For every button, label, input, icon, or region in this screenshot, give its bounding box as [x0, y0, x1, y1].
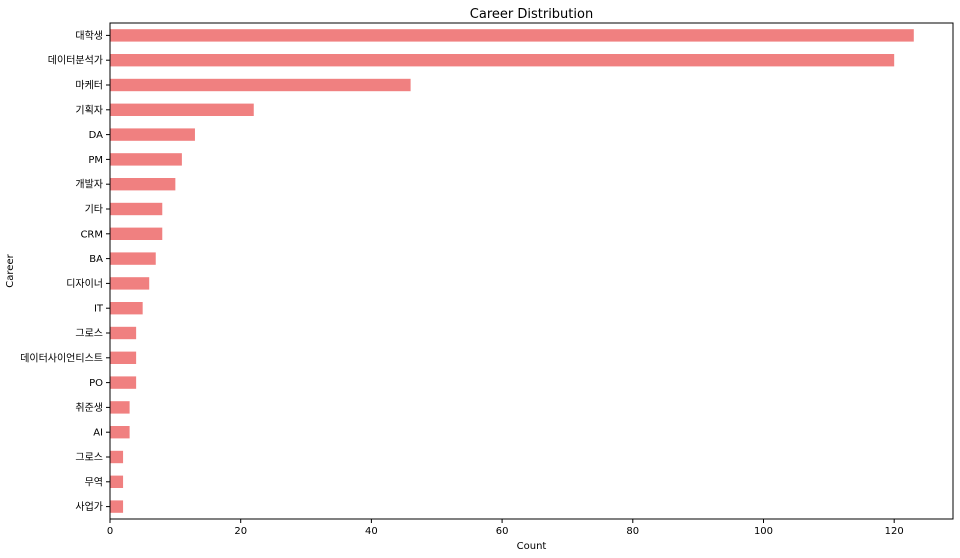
- y-tick-label: 무역: [85, 476, 103, 488]
- bar: [110, 178, 176, 191]
- x-tick-label: 0: [107, 526, 113, 537]
- x-tick-label: 100: [754, 526, 773, 537]
- bar: [110, 376, 137, 389]
- y-tick-label: 데이터분석가: [48, 55, 103, 67]
- bar: [110, 475, 124, 488]
- bar: [110, 153, 182, 166]
- bar: [110, 500, 124, 513]
- chart-title: Career Distribution: [470, 7, 593, 22]
- y-tick-label: 마케터: [75, 80, 103, 92]
- bar: [110, 326, 137, 340]
- plot-frame: [109, 22, 954, 520]
- bar: [110, 128, 195, 141]
- y-tick-label: 그로스: [75, 452, 103, 464]
- bar: [110, 29, 914, 42]
- x-tick-label: 40: [365, 526, 378, 537]
- x-axis-label: Count: [517, 541, 547, 552]
- bar: [110, 227, 163, 240]
- y-tick-label: 사업가: [75, 500, 103, 513]
- y-tick-label: CRM: [80, 229, 103, 240]
- x-tick-label: 20: [234, 526, 247, 537]
- y-tick-label: 개발자: [75, 179, 103, 191]
- bar: [110, 302, 143, 315]
- y-tick-label: 디자이너: [66, 278, 103, 290]
- y-tick-label: DA: [89, 130, 104, 141]
- bar: [110, 103, 254, 116]
- x-ticks-group: 0 20 40 60 80 100 120: [107, 519, 904, 537]
- y-tick-label: 기획자: [75, 104, 103, 116]
- y-tick-label: PO: [89, 378, 103, 389]
- y-tick-label: IT: [94, 304, 104, 315]
- y-tick-label: 그로스: [75, 328, 103, 340]
- x-tick-label: 60: [496, 526, 509, 537]
- y-tick-label: PM: [88, 155, 103, 166]
- y-tick-label: AI: [93, 428, 103, 439]
- bar: [110, 78, 411, 92]
- bars-group: [110, 29, 914, 513]
- y-axis-label: Career: [5, 253, 16, 287]
- x-tick-label: 80: [626, 526, 639, 537]
- bar: [110, 426, 130, 439]
- y-tick-label: 취준생: [75, 402, 103, 414]
- bar: [110, 450, 124, 464]
- y-tick-label: 대학생: [75, 30, 103, 42]
- y-tick-label: 데이터사이언티스트: [20, 352, 103, 364]
- y-tick-label: BA: [89, 254, 103, 265]
- y-tick-label: 기타: [85, 204, 103, 216]
- bar: [110, 277, 150, 290]
- x-tick-label: 120: [885, 526, 904, 537]
- bar: [110, 252, 156, 265]
- bar: [110, 202, 163, 216]
- y-ticks-group: 대학생데이터분석가마케터기획자DAPM개발자기타CRMBA디자이너IT그로스데이…: [20, 30, 110, 513]
- bar: [110, 54, 895, 67]
- bar: [110, 401, 130, 414]
- bar: [110, 351, 137, 364]
